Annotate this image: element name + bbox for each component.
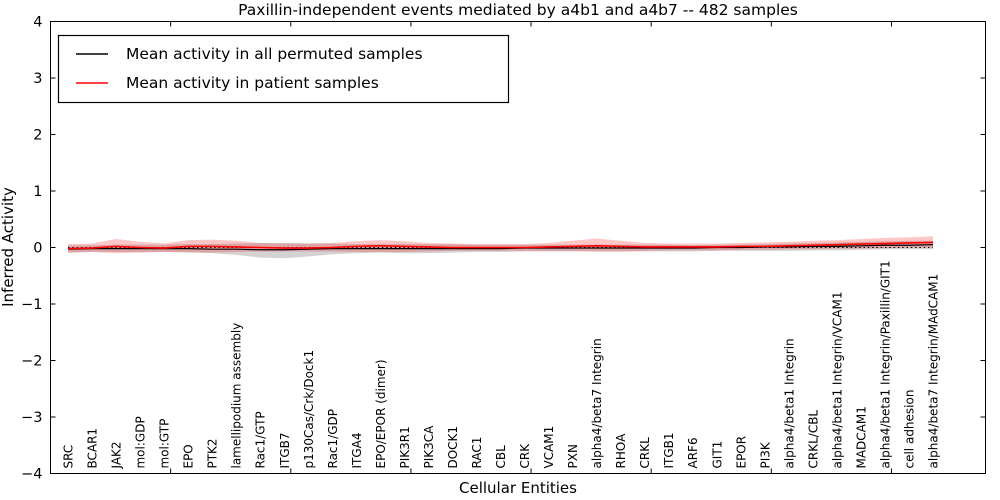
band-layer [68,236,933,259]
x-tick-label: ITGB1 [662,432,676,468]
chart-title: Paxillin-independent events mediated by … [238,1,798,19]
x-tick-label: CRK [518,443,532,469]
x-tick-label: RHOA [614,433,628,469]
x-tick-label: PTK2 [206,438,220,468]
x-axis-label: Cellular Entities [459,479,577,497]
x-tick-label: alpha4/beta1 Integrin/VCAM1 [830,292,844,469]
x-tick-label: ITGA4 [350,432,364,468]
x-tick-label: alpha4/beta1 Integrin [782,338,796,468]
x-tick-label: SRC [62,445,76,469]
y-tick-label: 3 [33,71,42,87]
x-tick-label: alpha4/beta1 Integrin/Paxillin/GIT1 [878,260,892,468]
legend: Mean activity in all permuted samples Me… [57,34,510,104]
x-tick-label: EPO [182,444,196,468]
x-tick-label: alpha4/beta7 Integrin/MAdCAM1 [927,274,941,469]
x-tick-label: EPOR [734,436,748,469]
legend-entry-patient: Mean activity in patient samples [76,74,379,92]
line-layer [67,241,934,251]
x-tick-label: JAK2 [110,441,124,469]
tick-layer [50,21,986,474]
x-tick-label: CRKL [638,437,652,469]
x-tick-label: cell adhesion [902,390,916,469]
x-tick-label: mol:GDP [134,416,148,468]
legend-entry-permuted: Mean activity in all permuted samples [76,45,423,63]
y-tick-label: 2 [33,128,42,144]
y-tick-label: −3 [21,410,42,426]
x-tick-label: MADCAM1 [854,406,868,468]
x-tick-label: EPO/EPOR (dimer) [374,359,388,468]
x-tick-label: CRKL/CBL [806,410,820,469]
legend-box [57,34,510,104]
permuted-mean-line [67,244,934,251]
x-tick-label: alpha4/beta7 Integrin [590,338,604,468]
y-tick-label: −4 [21,467,42,483]
x-tick-label: PIK3R1 [398,426,412,468]
entity-labels: SRC BCAR1 JAK2 mol:GDP mol:GTP EPO PTK2 lamelli… [62,260,941,469]
x-tick-label: Rac1/GTP [254,411,268,468]
x-tick-label: RAC1 [470,437,484,469]
x-tick-label: CBL [494,445,508,469]
y-tick-label: 0 [33,241,42,257]
x-tick-label: p130Cas/Crk/Dock1 [302,350,316,469]
y-tick-label: −1 [21,297,42,313]
y-tick-labels: −4 −3 −2 −1 0 1 2 3 4 [21,15,42,483]
y-axis-label: Inferred Activity [0,187,17,307]
x-tick-label: DOCK1 [446,426,460,469]
y-tick-label: 4 [33,15,42,31]
x-tick-label: BCAR1 [86,428,100,469]
x-tick-label: mol:GTP [158,419,172,469]
legend-label-patient: Mean activity in patient samples [126,74,379,92]
legend-label-permuted: Mean activity in all permuted samples [126,45,423,63]
y-tick-label: −2 [21,354,42,370]
y-tick-label: 1 [33,184,42,200]
patient-band-area [68,236,933,254]
x-tick-label: PI3K [758,441,772,468]
x-tick-label: PIK3CA [422,425,436,469]
x-tick-label: lamellipodium assembly [230,323,244,469]
x-tick-label: PXN [566,444,580,468]
permuted-band-area [68,240,933,259]
x-tick-label: GIT1 [710,441,724,469]
x-tick-label: Rac1/GDP [326,409,340,468]
x-tick-label: ITGB7 [278,432,292,468]
x-tick-label: ARF6 [686,437,700,468]
x-tick-label: VCAM1 [542,426,556,469]
patient-mean-line [67,241,934,250]
